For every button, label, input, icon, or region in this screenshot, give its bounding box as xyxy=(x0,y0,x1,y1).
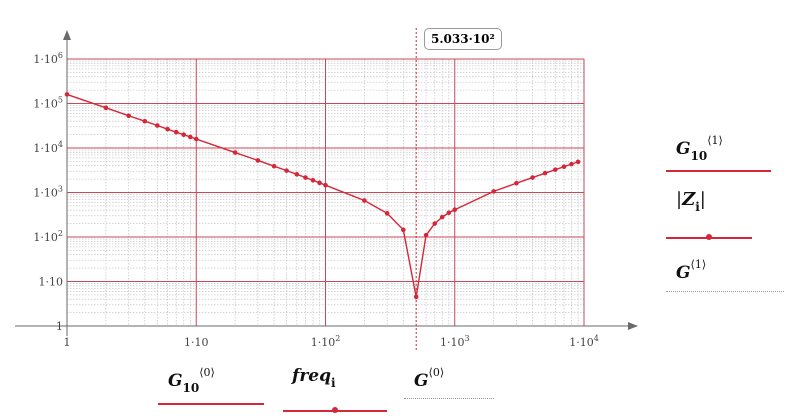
data-point xyxy=(452,207,458,213)
data-point xyxy=(255,158,261,163)
x-axis-arrow xyxy=(628,322,638,330)
data-point xyxy=(284,168,289,173)
data-point xyxy=(446,210,452,216)
data-point xyxy=(423,232,429,238)
data-point xyxy=(553,167,558,172)
y-tick-label: 1 xyxy=(56,320,63,333)
y-tick-label: 1·106 xyxy=(33,51,63,66)
legend-line-g10-1 xyxy=(666,170,771,172)
data-point xyxy=(232,150,238,155)
legend-marker-freq xyxy=(332,407,338,413)
legend-line-g-0 xyxy=(404,398,494,399)
x-tick-label: 1·103 xyxy=(440,334,470,349)
legend-g-0: G⟨0⟩ xyxy=(414,366,445,391)
data-point xyxy=(173,129,179,135)
data-point xyxy=(188,134,193,140)
y-tick-label: 1·102 xyxy=(33,229,63,244)
data-point xyxy=(103,105,109,111)
axes xyxy=(15,30,638,336)
x-marker-label: 5.033·10² xyxy=(424,28,502,50)
legend-g10-1: G10⟨1⟩ xyxy=(676,134,723,163)
legend-freq: freqi xyxy=(292,366,336,390)
data-point xyxy=(64,92,70,97)
y-tick-label: 1·103 xyxy=(33,185,63,200)
data-point xyxy=(142,118,148,124)
legend-abs-z: |Zi| xyxy=(676,189,706,214)
data-point xyxy=(362,198,367,203)
data-point xyxy=(439,214,445,220)
tick-labels: 1 1·10 1·102 1·103 1·104 1 1·10 1·102 1·103 1·104… xyxy=(33,51,598,349)
data-point xyxy=(384,211,390,216)
data-point xyxy=(561,164,567,169)
y-tick-label: 1·10 xyxy=(39,276,64,289)
x-tick-label: 1·102 xyxy=(311,334,341,349)
data-point xyxy=(569,161,574,167)
legend-line-g10-0 xyxy=(158,403,264,405)
y-tick-label: 1·105 xyxy=(33,96,63,111)
legend-marker-abs-z xyxy=(706,234,712,240)
data-point xyxy=(323,182,328,188)
series-line xyxy=(66,93,579,298)
data-point xyxy=(514,180,519,186)
data-point xyxy=(193,136,199,142)
x-tick-label: 1·10 xyxy=(184,336,209,349)
y-tick-label: 1·104 xyxy=(33,140,63,155)
y-axis-arrow xyxy=(63,30,71,40)
data-point xyxy=(401,227,406,233)
data-point xyxy=(181,132,187,138)
legend-line-g-1 xyxy=(666,291,784,292)
data-point xyxy=(491,189,496,194)
data-point xyxy=(530,175,535,180)
data-point xyxy=(432,221,438,226)
legend-g-1: G⟨1⟩ xyxy=(676,258,707,283)
x-tick-label: 1·104 xyxy=(569,334,599,349)
data-point xyxy=(294,172,300,177)
data-point xyxy=(317,180,322,186)
data-point xyxy=(303,175,308,180)
data-point xyxy=(271,163,277,169)
data-point xyxy=(155,123,160,128)
legend-g10-0: G10⟨0⟩ xyxy=(168,366,215,395)
data-point xyxy=(575,159,581,165)
data-point xyxy=(542,170,548,176)
data-point xyxy=(165,126,170,132)
data-point xyxy=(126,113,131,119)
data-point xyxy=(310,177,316,183)
x-tick-label: 1 xyxy=(64,336,71,349)
data-point xyxy=(413,294,419,300)
series-group xyxy=(64,92,581,300)
